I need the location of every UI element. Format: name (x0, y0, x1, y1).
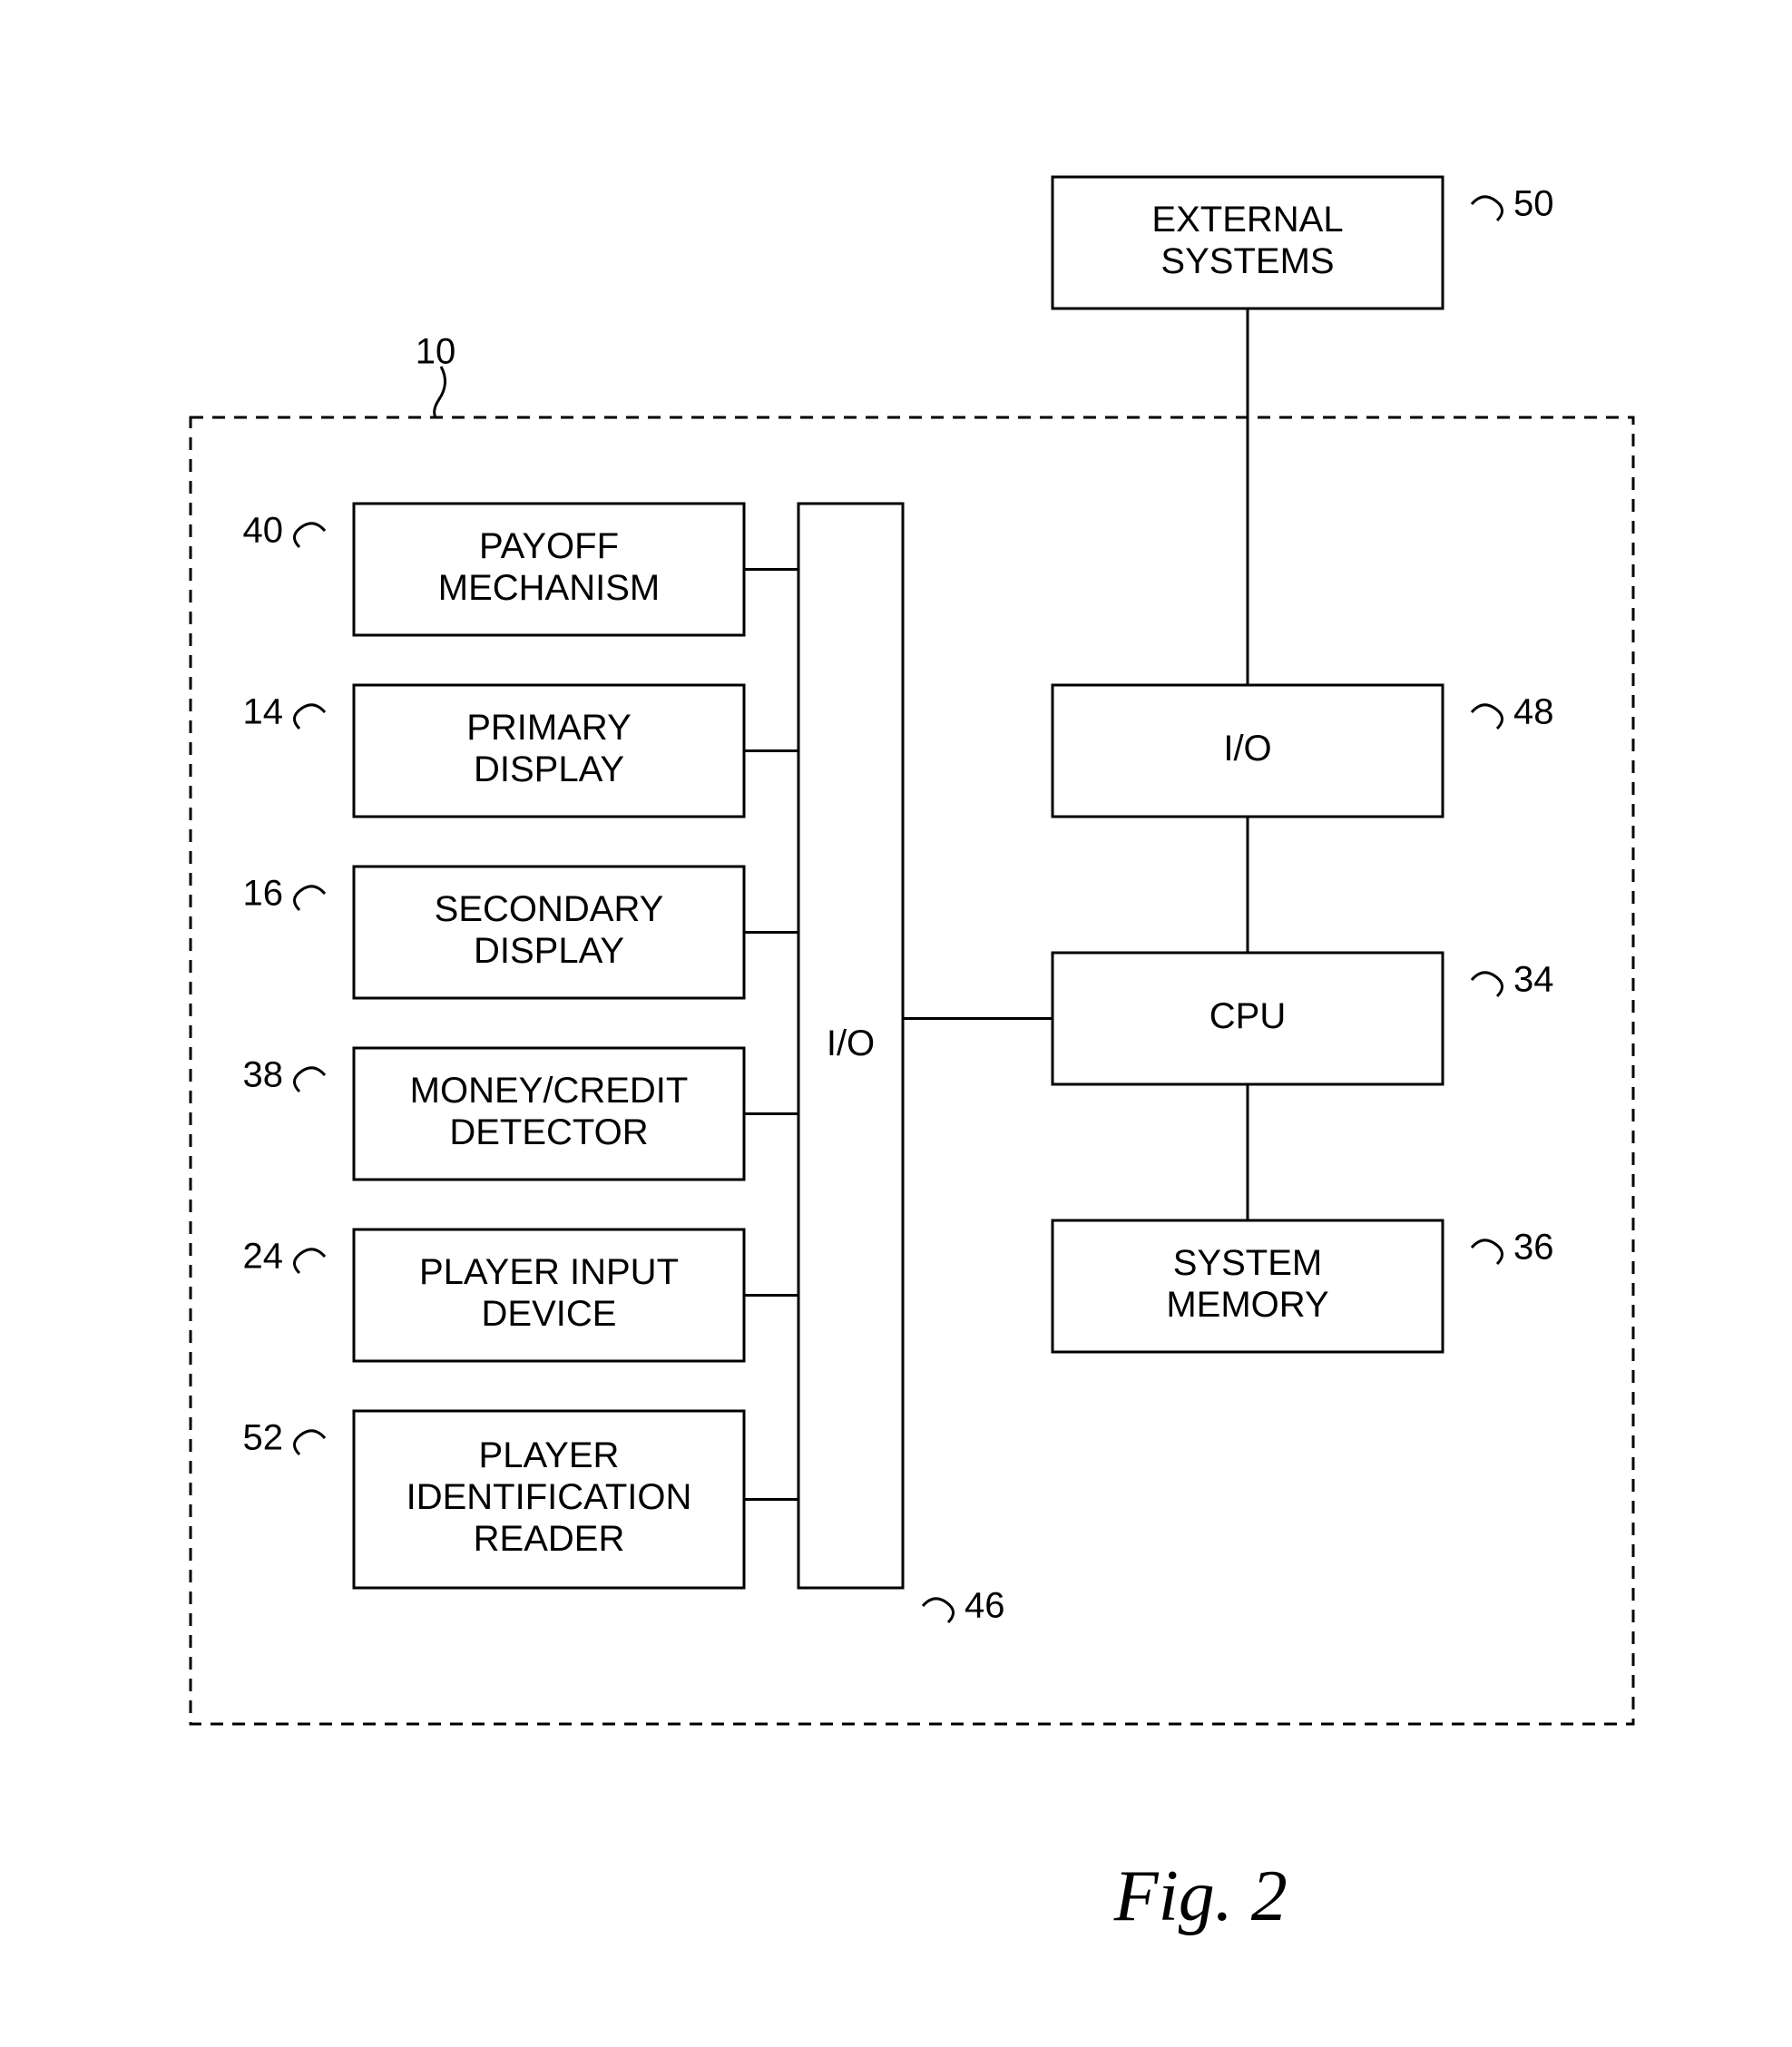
svg-text:48: 48 (1513, 692, 1554, 732)
ref-10-leader (435, 367, 446, 417)
svg-text:36: 36 (1513, 1228, 1554, 1268)
ref-46: 46 (923, 1586, 1005, 1626)
cpu-label: CPU (1209, 996, 1286, 1036)
svg-text:24: 24 (243, 1237, 284, 1277)
ref-14: 14 (243, 692, 326, 732)
ref-34: 34 (1472, 960, 1554, 1000)
figure-caption: Fig. 2 (1113, 1856, 1288, 1936)
svg-text:46: 46 (965, 1586, 1005, 1626)
svg-text:50: 50 (1513, 184, 1554, 224)
svg-text:MECHANISM: MECHANISM (438, 568, 660, 608)
io2-label: I/O (1223, 729, 1271, 769)
svg-text:EXTERNAL: EXTERNAL (1151, 200, 1343, 240)
ref-24: 24 (243, 1237, 326, 1277)
ref-16: 16 (243, 874, 326, 914)
svg-text:SYSTEMS: SYSTEMS (1160, 241, 1334, 281)
svg-text:14: 14 (243, 692, 284, 732)
svg-text:38: 38 (243, 1055, 284, 1095)
ref-38: 38 (243, 1055, 326, 1095)
svg-text:PRIMARY: PRIMARY (466, 708, 632, 748)
svg-text:10: 10 (416, 332, 456, 372)
svg-text:52: 52 (243, 1418, 284, 1458)
svg-text:MEMORY: MEMORY (1166, 1285, 1328, 1325)
ref-48: 48 (1472, 692, 1554, 732)
svg-text:PLAYER: PLAYER (479, 1435, 620, 1475)
svg-text:MONEY/CREDIT: MONEY/CREDIT (410, 1071, 689, 1111)
svg-text:DETECTOR: DETECTOR (449, 1112, 648, 1152)
svg-text:READER: READER (474, 1519, 625, 1559)
svg-text:SYSTEM: SYSTEM (1173, 1243, 1322, 1283)
svg-text:I/O: I/O (827, 1024, 875, 1063)
io-left-label: I/O (827, 1024, 875, 1063)
svg-text:I/O: I/O (1223, 729, 1271, 769)
svg-text:16: 16 (243, 874, 284, 914)
svg-text:40: 40 (243, 511, 284, 551)
svg-text:DISPLAY: DISPLAY (474, 931, 624, 971)
ref-40: 40 (243, 511, 326, 551)
svg-text:SECONDARY: SECONDARY (435, 889, 664, 929)
svg-text:CPU: CPU (1209, 996, 1286, 1036)
svg-text:PLAYER INPUT: PLAYER INPUT (419, 1252, 679, 1292)
ref-50: 50 (1472, 184, 1554, 224)
ref-36: 36 (1472, 1228, 1554, 1268)
svg-text:PAYOFF: PAYOFF (479, 526, 619, 566)
svg-text:IDENTIFICATION: IDENTIFICATION (406, 1477, 692, 1517)
svg-text:DISPLAY: DISPLAY (474, 749, 624, 789)
svg-text:34: 34 (1513, 960, 1554, 1000)
svg-text:DEVICE: DEVICE (482, 1294, 617, 1334)
ref-52: 52 (243, 1418, 326, 1458)
